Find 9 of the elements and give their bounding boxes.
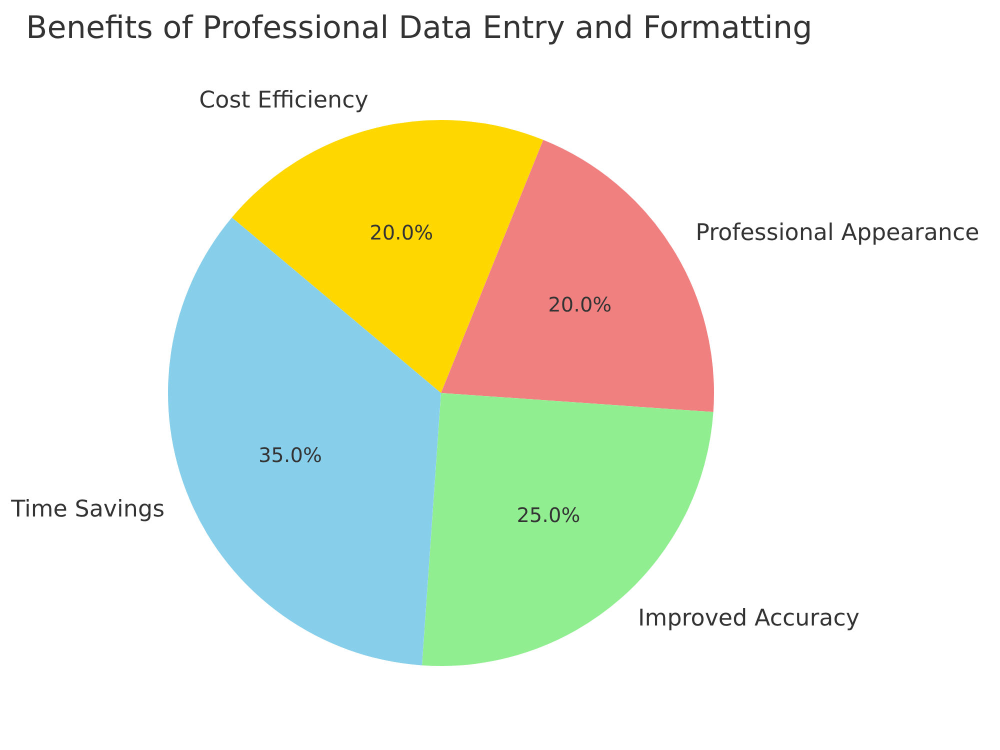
slice-label: Professional Appearance xyxy=(696,220,980,246)
data-label: 20.0% xyxy=(548,292,612,316)
slice-label: Cost Efficiency xyxy=(199,88,368,114)
chart-title: Benefits of Professional Data Entry and Formatting xyxy=(26,10,812,46)
slice-label: Time Savings xyxy=(10,496,165,522)
data-label: 20.0% xyxy=(370,220,434,244)
data-label: 25.0% xyxy=(516,502,580,527)
slice-label: Improved Accuracy xyxy=(638,606,860,632)
data-label: 35.0% xyxy=(258,443,322,468)
